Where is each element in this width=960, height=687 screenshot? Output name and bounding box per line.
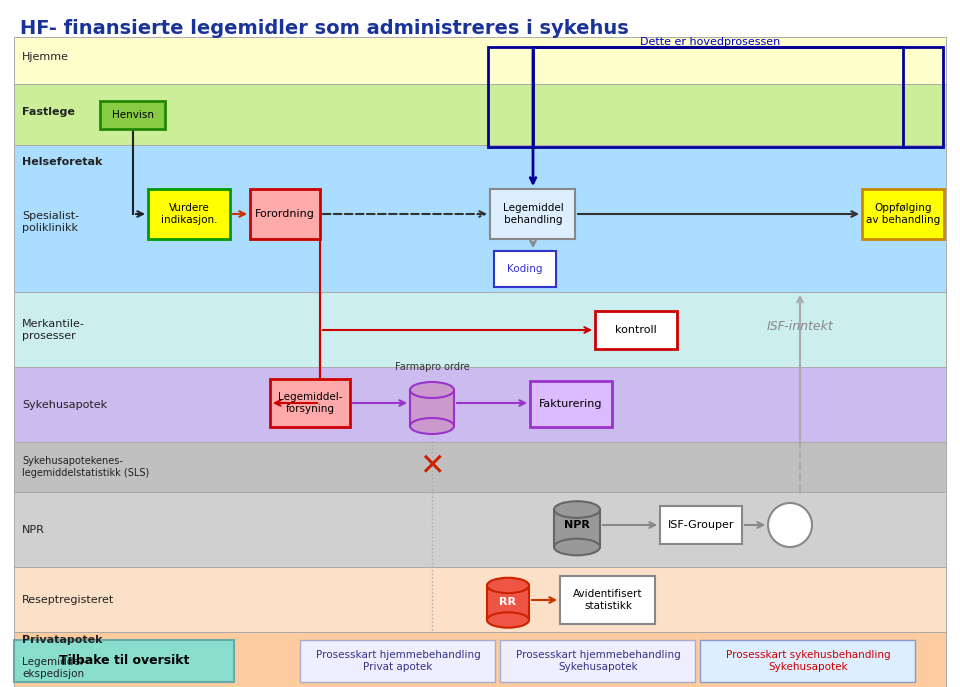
Text: Legemiddel-
ekspedisjon: Legemiddel- ekspedisjon bbox=[22, 657, 86, 679]
Text: Avidentifisert
statistikk: Avidentifisert statistikk bbox=[573, 589, 643, 611]
Text: ISF-Grouper: ISF-Grouper bbox=[668, 520, 734, 530]
Bar bbox=[487, 585, 529, 620]
Text: Dette er hovedprosessen: Dette er hovedprosessen bbox=[640, 37, 780, 47]
Text: Reseptregisteret: Reseptregisteret bbox=[22, 595, 114, 605]
Ellipse shape bbox=[410, 382, 454, 398]
Bar bbox=[530, 381, 612, 427]
Text: Prosesskart sykehusbehandling
Sykehusapotek: Prosesskart sykehusbehandling Sykehusapo… bbox=[726, 650, 890, 672]
Bar bbox=[148, 189, 230, 239]
Bar bbox=[554, 510, 600, 547]
Text: Sykehusapotekenes-
legemiddelstatistikk (SLS): Sykehusapotekenes- legemiddelstatistikk … bbox=[22, 456, 149, 477]
Text: Oppfølging
av behandling: Oppfølging av behandling bbox=[866, 203, 940, 225]
Text: ✕: ✕ bbox=[420, 453, 444, 482]
Bar bbox=[14, 567, 946, 632]
Text: kontroll: kontroll bbox=[615, 325, 657, 335]
Bar bbox=[14, 640, 234, 682]
Text: Fastlege: Fastlege bbox=[22, 107, 75, 117]
Ellipse shape bbox=[554, 502, 600, 518]
Bar bbox=[862, 189, 944, 239]
Text: Privatapotek: Privatapotek bbox=[22, 635, 103, 645]
Text: Prosesskart hjemmebehandling
Privat apotek: Prosesskart hjemmebehandling Privat apot… bbox=[316, 650, 480, 672]
Text: ISF-inntekt: ISF-inntekt bbox=[767, 321, 833, 333]
Circle shape bbox=[768, 503, 812, 547]
Ellipse shape bbox=[487, 578, 529, 593]
Text: Legemiddel
behandling: Legemiddel behandling bbox=[503, 203, 564, 225]
Ellipse shape bbox=[487, 612, 529, 628]
Bar bbox=[270, 379, 350, 427]
Bar bbox=[490, 189, 575, 239]
Text: Farmapro ordre: Farmapro ordre bbox=[395, 362, 469, 372]
Bar bbox=[560, 576, 655, 624]
Bar bbox=[14, 84, 946, 145]
Text: Tilbake til oversikt: Tilbake til oversikt bbox=[59, 655, 189, 668]
Text: Vurdere
indikasjon.: Vurdere indikasjon. bbox=[160, 203, 217, 225]
Text: Legemiddel-
forsyning: Legemiddel- forsyning bbox=[277, 392, 343, 414]
Text: Koding: Koding bbox=[507, 264, 542, 274]
Text: RR: RR bbox=[499, 597, 516, 607]
Ellipse shape bbox=[410, 418, 454, 434]
Text: Hjemme: Hjemme bbox=[22, 52, 69, 62]
Bar bbox=[500, 640, 695, 682]
Bar bbox=[300, 640, 495, 682]
Bar bbox=[14, 492, 946, 567]
Text: NPR: NPR bbox=[564, 520, 590, 530]
Text: Spesialist-
poliklinikk: Spesialist- poliklinikk bbox=[22, 211, 79, 233]
Bar bbox=[14, 292, 946, 367]
Text: Prosesskart hjemmebehandling
Sykehusapotek: Prosesskart hjemmebehandling Sykehusapot… bbox=[516, 650, 681, 672]
Text: Merkantile-
prosesser: Merkantile- prosesser bbox=[22, 319, 84, 341]
Text: NPR: NPR bbox=[22, 525, 45, 535]
Bar bbox=[410, 390, 454, 426]
Text: Fakturering: Fakturering bbox=[540, 399, 603, 409]
Bar bbox=[14, 37, 946, 84]
Bar bbox=[250, 189, 320, 239]
Bar bbox=[488, 47, 943, 147]
Bar bbox=[14, 145, 946, 292]
Bar bbox=[494, 251, 556, 287]
Text: HF- finansierte legemidler som administreres i sykehus: HF- finansierte legemidler som administr… bbox=[20, 19, 629, 38]
Bar bbox=[660, 506, 742, 544]
Ellipse shape bbox=[554, 539, 600, 555]
Bar bbox=[14, 442, 946, 492]
Text: Sykehusapotek: Sykehusapotek bbox=[22, 400, 108, 410]
Bar bbox=[100, 101, 165, 129]
Text: Forordning: Forordning bbox=[255, 209, 315, 219]
Text: Helseforetak: Helseforetak bbox=[22, 157, 103, 167]
Bar bbox=[14, 84, 946, 145]
Bar bbox=[700, 640, 915, 682]
Bar bbox=[595, 311, 677, 349]
Text: Henvisn: Henvisn bbox=[112, 110, 154, 120]
Bar bbox=[14, 632, 946, 687]
Bar bbox=[14, 367, 946, 442]
